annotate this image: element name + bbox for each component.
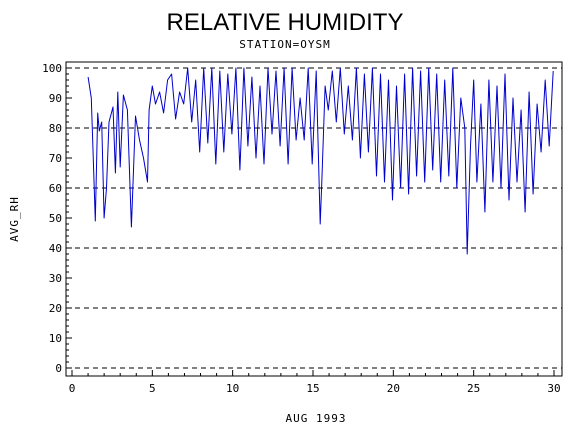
y-tick-label: 70 xyxy=(49,152,62,165)
x-tick-label: 5 xyxy=(149,382,156,395)
x-tick-label: 30 xyxy=(547,382,560,395)
x-axis-label: AUG 1993 xyxy=(286,412,347,425)
y-axis-label: AVG_RH xyxy=(8,196,21,242)
x-tick-label: 15 xyxy=(306,382,319,395)
y-tick-label: 80 xyxy=(49,122,62,135)
y-tick-label: 100 xyxy=(42,62,62,75)
y-tick-label: 20 xyxy=(49,302,62,315)
x-tick-label: 0 xyxy=(69,382,76,395)
y-tick-label: 40 xyxy=(49,242,62,255)
x-tick-label: 20 xyxy=(387,382,400,395)
x-tick-label: 25 xyxy=(467,382,480,395)
y-tick-label: 60 xyxy=(49,182,62,195)
plot-border xyxy=(65,61,563,377)
y-tick-label: 10 xyxy=(49,332,62,345)
chart-title: RELATIVE HUMIDITY xyxy=(167,9,404,36)
y-tick-label: 90 xyxy=(49,92,62,105)
y-tick-label: 0 xyxy=(55,362,62,375)
y-tick-label: 50 xyxy=(49,212,62,225)
x-tick-label: 10 xyxy=(226,382,239,395)
y-tick-label: 30 xyxy=(49,272,62,285)
series-group xyxy=(87,67,554,255)
x-axis: 0 5 10 15 20 25 30 xyxy=(69,370,561,395)
chart-subtitle: STATION=OYSM xyxy=(239,38,330,51)
series-line xyxy=(87,67,554,255)
plot-frame xyxy=(65,61,563,377)
y-axis: 0 10 20 30 40 50 60 70 80 90 100 xyxy=(42,62,72,375)
